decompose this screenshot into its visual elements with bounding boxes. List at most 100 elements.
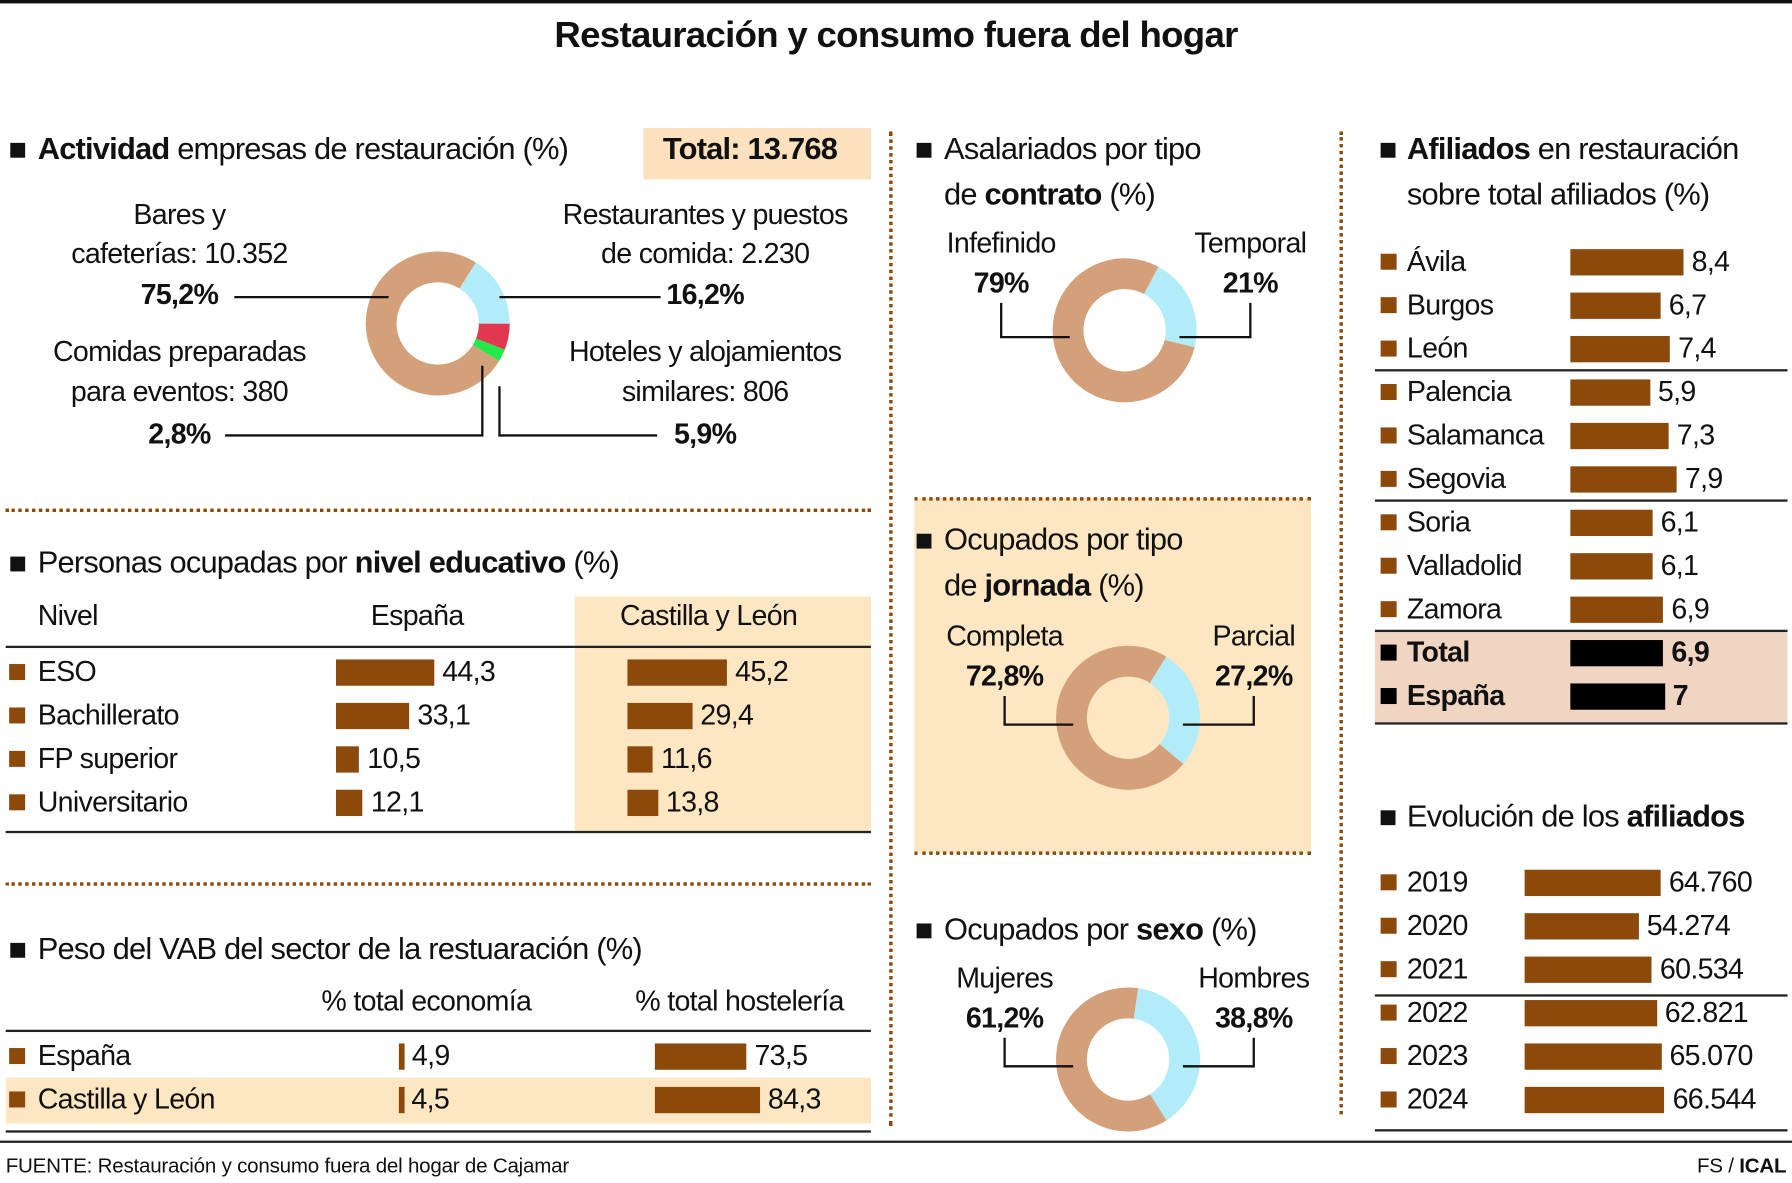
bar-total xyxy=(1570,683,1665,710)
contrato-donut-slice-0 xyxy=(1143,266,1197,348)
value-cyl: 29,4 xyxy=(700,699,754,732)
row-value: 5,9 xyxy=(1657,376,1696,409)
sexo-label-right: Hombres xyxy=(1198,962,1310,995)
divider xyxy=(889,131,893,1126)
actividad-donut-slice-3 xyxy=(365,251,500,396)
divider xyxy=(1339,131,1343,1115)
bullet-icon xyxy=(10,142,26,158)
bar-cyl xyxy=(627,702,693,730)
col-header-espana: España xyxy=(370,600,464,633)
row-label: ESO xyxy=(37,656,97,689)
contrato-label-right: Temporal xyxy=(1194,227,1307,260)
leader-line xyxy=(1182,1037,1255,1068)
jornada-title-2: de jornada (%) xyxy=(944,568,1145,603)
bar-year xyxy=(1524,1086,1665,1114)
contrato-title-2: de contrato (%) xyxy=(944,177,1156,212)
label-hoteles-count: similares: 806 xyxy=(621,376,789,409)
bullet-icon xyxy=(1380,810,1396,826)
top-rule xyxy=(0,0,1792,4)
bar-cyl xyxy=(627,746,654,773)
jornada-label-right: Parcial xyxy=(1212,620,1296,653)
bullet-icon xyxy=(916,533,932,549)
bullet-icon xyxy=(1380,1048,1397,1065)
year-label: 2024 xyxy=(1406,1083,1469,1116)
leader-line xyxy=(1182,696,1255,726)
value-espana: 10,5 xyxy=(367,742,421,775)
educativo-title: Personas ocupadas por nivel educativo (%… xyxy=(37,545,620,580)
rule xyxy=(5,830,871,834)
bullet-icon xyxy=(9,707,26,724)
label-restaurantes: Restaurantes y puestos xyxy=(562,198,849,231)
bullet-icon xyxy=(10,942,26,958)
label-bares-count: cafeterías: 10.352 xyxy=(71,237,288,270)
year-label: 2021 xyxy=(1406,953,1469,986)
bullet-icon xyxy=(1380,142,1396,158)
value-hosteleria: 73,5 xyxy=(754,1040,808,1073)
rule xyxy=(1374,499,1788,502)
bar-province xyxy=(1570,509,1653,537)
bar-province xyxy=(1570,596,1664,623)
bullet-icon xyxy=(1380,297,1397,314)
bullet-icon xyxy=(1380,340,1397,357)
divider xyxy=(5,882,871,886)
sexo-donut-slice-0 xyxy=(1133,988,1201,1121)
pct-comidas: 2,8% xyxy=(148,418,211,451)
bullet-icon xyxy=(9,1091,26,1108)
row-value: 8,4 xyxy=(1691,245,1730,278)
contrato-pct-right: 21% xyxy=(1222,267,1279,300)
year-label: 2020 xyxy=(1406,909,1469,942)
label-restaurantes-count: de comida: 2.230 xyxy=(601,237,810,270)
bullet-icon xyxy=(916,923,932,939)
year-value: 64.760 xyxy=(1668,866,1753,899)
row-label: Universitario xyxy=(37,786,189,819)
bullet-icon xyxy=(1380,1091,1397,1108)
contrato-pct-left: 79% xyxy=(973,267,1030,300)
bullet-icon xyxy=(1380,874,1397,891)
bullet-icon xyxy=(1380,384,1397,401)
rule xyxy=(1374,1129,1788,1132)
rule xyxy=(1374,994,1788,997)
bar-province xyxy=(1570,336,1671,363)
bar-year xyxy=(1524,1043,1662,1070)
leader-line xyxy=(1179,302,1252,339)
label-comidas-count: para eventos: 380 xyxy=(70,376,289,409)
divider xyxy=(914,851,1311,855)
jornada-pct-left: 72,8% xyxy=(965,660,1044,693)
year-value: 54.274 xyxy=(1646,909,1731,942)
label-hoteles: Hoteles y alojamientos xyxy=(568,336,842,369)
pct-bares: 75,2% xyxy=(140,278,219,311)
bar-province xyxy=(1570,292,1661,319)
vab-title: Peso del VAB del sector de la restuaraci… xyxy=(37,931,643,966)
row-label: Castilla y León xyxy=(37,1083,216,1116)
value-cyl: 13,8 xyxy=(665,786,720,819)
leader-line xyxy=(1000,302,1070,339)
rule xyxy=(1374,722,1788,725)
afiliados-title-1: Afiliados en restauración xyxy=(1406,131,1739,166)
cyl-highlight xyxy=(574,596,871,833)
row-label: España xyxy=(37,1040,131,1073)
bullet-icon xyxy=(1380,1004,1397,1021)
evolucion-title: Evolución de los afiliados xyxy=(1406,798,1745,834)
sexo-title: Ocupados por sexo (%) xyxy=(944,912,1257,947)
bar-economia xyxy=(398,1086,405,1114)
page-title: Restauración y consumo fuera del hogar xyxy=(554,13,1238,55)
col-header-nivel: Nivel xyxy=(37,600,99,633)
label-bares: Bares y xyxy=(133,198,226,231)
leader-line xyxy=(1003,696,1074,726)
bullet-icon xyxy=(1380,644,1397,661)
row-label: Valladolid xyxy=(1406,549,1523,582)
contrato-donut-slice-1 xyxy=(1052,258,1195,403)
row-label: Ávila xyxy=(1406,245,1466,278)
total-box xyxy=(643,128,871,180)
row-label: España xyxy=(1406,680,1505,713)
bar-province xyxy=(1570,249,1684,276)
value-espana: 33,1 xyxy=(417,699,471,732)
bar-cyl xyxy=(627,789,658,817)
col-header-hosteleria: % total hostelería xyxy=(635,985,844,1018)
bullet-icon xyxy=(1380,470,1397,487)
rule xyxy=(5,1029,871,1033)
source-note: FUENTE: Restauración y consumo fuera del… xyxy=(5,1154,569,1178)
sexo-donut-slice-1 xyxy=(1056,987,1167,1132)
row-label: León xyxy=(1406,332,1469,365)
contrato-label-left: Infefinido xyxy=(946,227,1057,260)
